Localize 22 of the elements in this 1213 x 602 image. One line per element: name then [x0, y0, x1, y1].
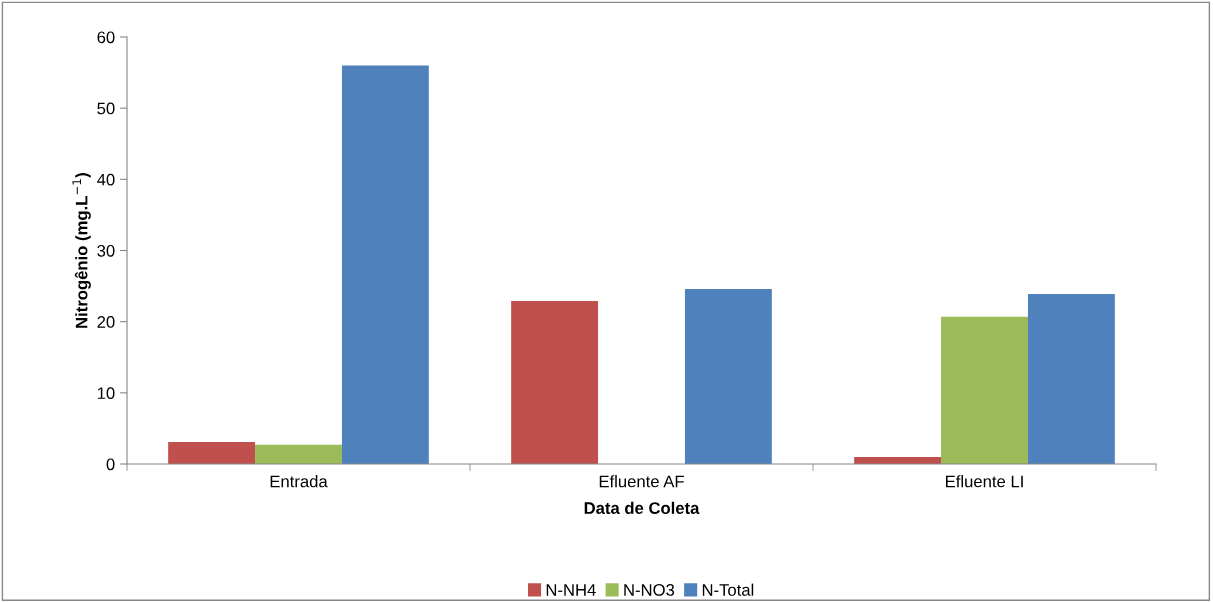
y-tick-label: 0: [106, 458, 115, 471]
y-tick-label: 40: [97, 173, 115, 186]
y-axis-title: Nitrogênio (mg.L$^{−1}$): [72, 173, 91, 328]
bar: [941, 316, 1028, 464]
y-tick-label: 30: [97, 244, 115, 257]
bar: [1027, 293, 1115, 464]
bar: [341, 65, 429, 464]
x-axis-title: Data de Coleta: [584, 501, 700, 514]
x-tick-label: Efluente AF: [599, 475, 684, 488]
y-tick-label: 60: [97, 31, 115, 44]
y-tick-label: 10: [97, 387, 115, 400]
bar: [168, 441, 256, 464]
bar: [255, 444, 342, 464]
legend-label: N-Total: [702, 583, 754, 596]
y-tick-label: 20: [97, 316, 115, 328]
bar: [684, 288, 772, 464]
y-tick-label: 50: [97, 102, 115, 115]
x-tick-label: Entrada: [270, 475, 328, 488]
x-tick-label: Efluente LI: [946, 475, 1023, 488]
bar: [511, 301, 599, 464]
legend-label: N-NH4: [546, 584, 596, 596]
legend-label: N-NO3: [624, 584, 675, 596]
